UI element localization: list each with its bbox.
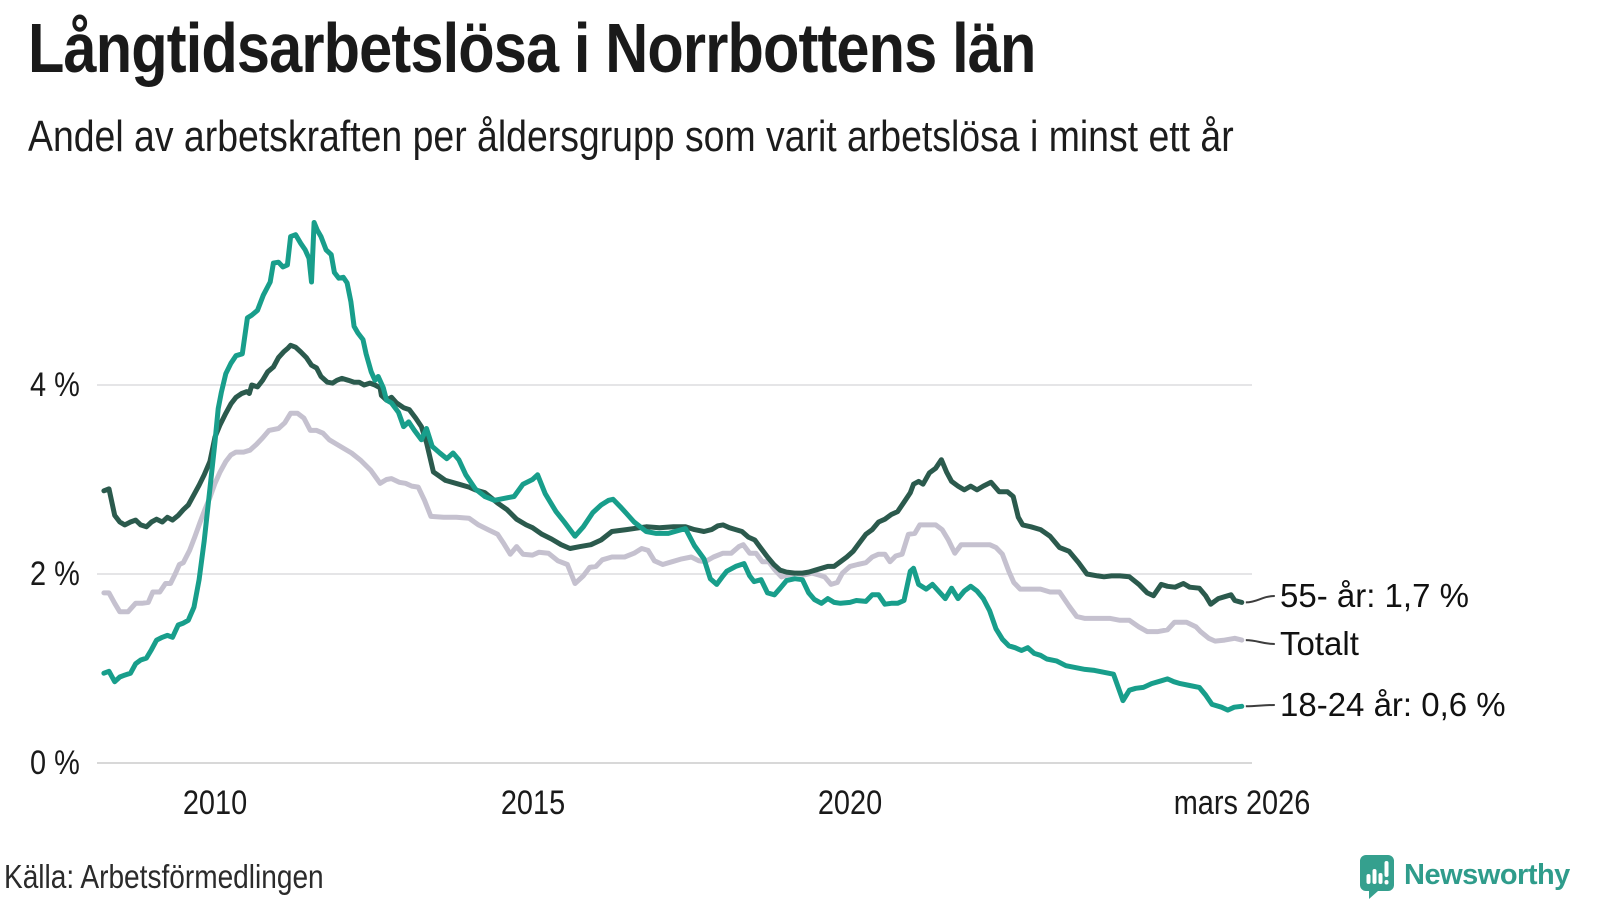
y-tick-label-0: 0 % [30, 744, 80, 782]
source-note: Källa: Arbetsförmedlingen [4, 858, 324, 895]
series-line-1824 [101, 220, 1245, 713]
bar-icon [1372, 869, 1377, 884]
page-title: Långtidsarbetslösa i Norrbottens län [28, 9, 1036, 87]
chart-subtitle: Andel av arbetskraften per åldersgrupp s… [28, 112, 1234, 161]
x-tick-label-2010: 2010 [182, 784, 248, 822]
exclamation-dot-icon [1384, 880, 1389, 885]
series-label-totalt: Totalt [1280, 625, 1359, 662]
y-tick-label-2: 2 % [30, 555, 80, 593]
newsworthy-brand: Newsworthy [1360, 855, 1570, 899]
series-label-55: 55- år: 1,7 % [1280, 577, 1469, 614]
series-line-total [101, 410, 1245, 644]
exclamation-icon [1384, 861, 1389, 877]
bar-icon [1366, 874, 1371, 884]
leader-line-total [1245, 639, 1275, 645]
bar-icon [1378, 873, 1383, 884]
series-line-55 [101, 342, 1245, 607]
series-label-18-24: 18-24 år: 0,6 % [1280, 686, 1506, 723]
x-tick-label-2015: 2015 [500, 784, 565, 822]
y-tick-label-4: 4 % [30, 366, 80, 404]
newsworthy-logo-icon [1360, 855, 1394, 899]
brand-wordmark: Newsworthy [1404, 859, 1570, 891]
leader-line-1824 [1245, 704, 1275, 708]
x-tick-label-mars-2026: mars 2026 [1173, 784, 1311, 822]
x-tick-label-2020: 2020 [817, 784, 883, 822]
leader-line-55 [1245, 595, 1275, 604]
